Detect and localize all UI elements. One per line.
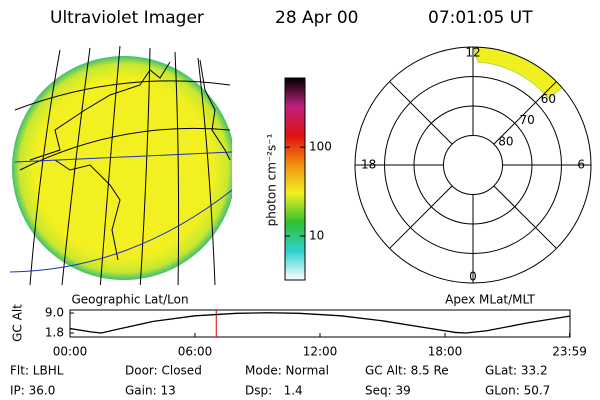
mlt-label: 18 <box>361 158 376 172</box>
ring-label: 60 <box>541 92 556 106</box>
ring-label: 80 <box>498 134 513 148</box>
spoke <box>389 81 453 145</box>
tick-label: 10 <box>309 229 324 243</box>
polar-ring <box>443 135 503 195</box>
x-tick-label: 00:00 <box>53 345 88 359</box>
status-field: GLon: 50.7 <box>485 384 550 398</box>
status-field: GC Alt: 8.5 Re <box>365 364 449 378</box>
earth-image <box>10 45 232 285</box>
y-tick-label: 1.8 <box>45 326 64 340</box>
x-tick-label: 12:00 <box>303 345 338 359</box>
polar-subtitle: Apex MLat/MLT <box>445 293 535 307</box>
status-field: Door: Closed <box>125 364 202 378</box>
date: 28 Apr 00 <box>275 8 358 28</box>
status-field: GLat: 33.2 <box>485 364 548 378</box>
y-axis-label: GC Alt <box>11 304 25 342</box>
tick-label: 100 <box>309 140 332 154</box>
ring-label: 70 <box>519 113 534 127</box>
spoke <box>389 185 453 249</box>
spoke <box>493 81 557 145</box>
x-tick-label: 23:59 <box>552 345 587 359</box>
auroral-band <box>472 47 563 99</box>
colorbar-label: photon cm⁻²s⁻¹ <box>265 133 279 226</box>
x-tick-label: 06:00 <box>178 345 213 359</box>
status-field: Mode: Normal <box>245 364 329 378</box>
y-tick-label: 9.0 <box>45 306 64 320</box>
altitude-line <box>69 312 570 334</box>
title: Ultraviolet Imager <box>50 8 204 28</box>
spoke <box>493 185 557 249</box>
mlt-label: 6 <box>577 158 585 172</box>
time: 07:01:05 UT <box>428 8 533 28</box>
status-field: Dsp: 1.4 <box>245 384 303 398</box>
plot-subtitle: Geographic Lat/Lon <box>71 293 188 307</box>
colorbar <box>284 77 306 281</box>
status-field: Seq: 39 <box>365 384 411 398</box>
mlt-label: 0 <box>469 270 477 284</box>
status-field: Gain: 13 <box>125 384 176 398</box>
x-tick-label: 18:00 <box>428 345 463 359</box>
mlt-label: 12 <box>465 46 480 60</box>
status-field: IP: 36.0 <box>10 384 55 398</box>
status-field: Flt: LBHL <box>10 364 64 378</box>
